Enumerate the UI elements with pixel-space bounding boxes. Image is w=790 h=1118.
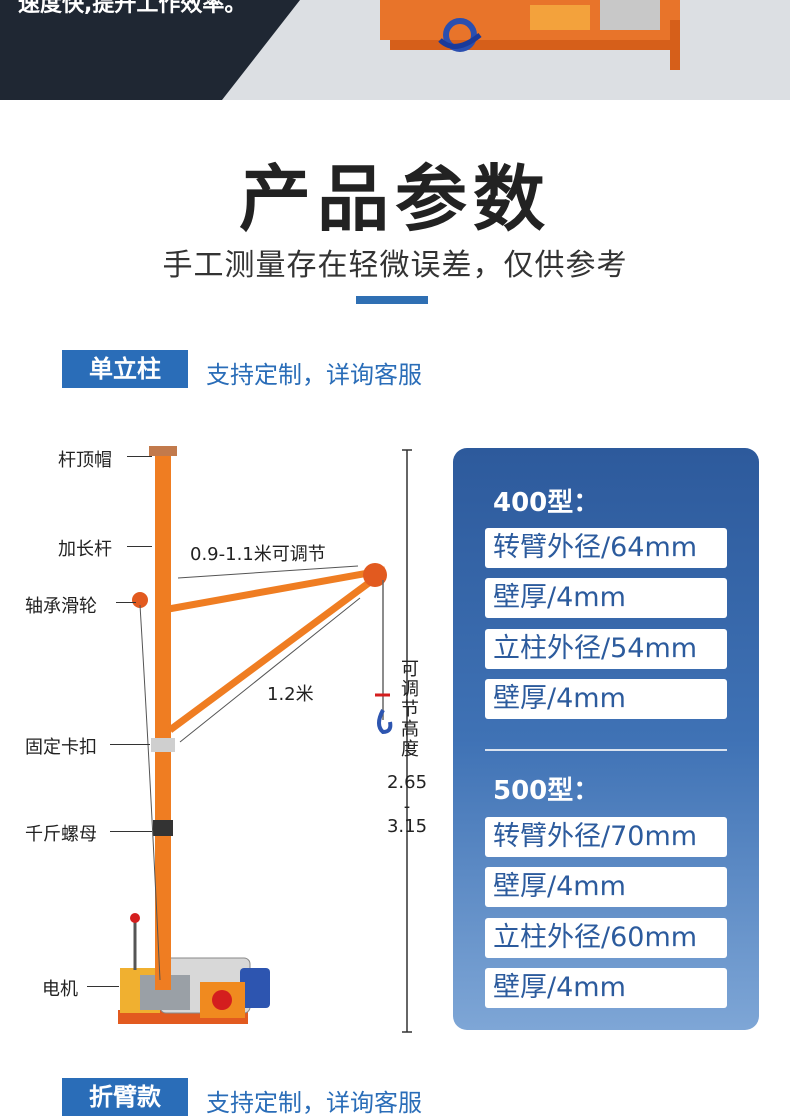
- spec-item: 壁厚/4mm: [485, 968, 727, 1008]
- leader-line: [110, 831, 152, 832]
- spec-item: 转臂外径/64mm: [485, 528, 727, 568]
- label-arm-range: 0.9-1.1米可调节: [190, 544, 326, 565]
- leader-line: [87, 986, 119, 987]
- leader-line: [127, 546, 152, 547]
- model-400-title: 400型：: [493, 488, 600, 518]
- spec-item: 转臂外径/70mm: [485, 817, 727, 857]
- banner-dark-panel: 速度快,提升工作效率。: [0, 0, 300, 100]
- label-cap: 杆顶帽: [58, 450, 112, 471]
- model-500-title: 500型：: [493, 776, 600, 806]
- page-subtitle: 手工测量存在轻微误差，仅供参考: [162, 248, 628, 283]
- section-note: 支持定制，详询客服: [206, 361, 422, 389]
- label-height-min: 2.65: [386, 772, 428, 793]
- leader-line: [127, 456, 152, 457]
- crane-illustration: [118, 446, 412, 1033]
- label-pulley: 轴承滑轮: [25, 596, 97, 617]
- spec-item: 壁厚/4mm: [485, 578, 727, 618]
- page-title: 产品参数: [238, 157, 551, 241]
- label-jack-nut: 千斤螺母: [25, 824, 97, 845]
- leader-line: [116, 602, 136, 603]
- label-arm-length: 1.2米: [267, 684, 314, 705]
- section-tag-folding-arm: 折臂款: [62, 1078, 188, 1116]
- top-banner: 速度快,提升工作效率。: [0, 0, 790, 100]
- label-height-dash: -: [403, 796, 411, 817]
- leader-line: [110, 744, 150, 745]
- section-tag-single-column: 单立柱: [62, 350, 188, 388]
- title-divider: [356, 296, 428, 304]
- label-motor: 电机: [42, 979, 78, 1000]
- spec-divider: [485, 749, 727, 751]
- label-adjustable-height: 可调节高度: [401, 659, 419, 760]
- spec-panel: 400型： 转臂外径/64mm 壁厚/4mm 立柱外径/54mm 壁厚/4mm …: [453, 448, 759, 1030]
- section-note: 支持定制，详询客服: [206, 1089, 422, 1117]
- banner-text: 速度快,提升工作效率。: [18, 0, 247, 17]
- label-clamp: 固定卡扣: [25, 737, 97, 758]
- spec-item: 立柱外径/60mm: [485, 918, 727, 958]
- label-extension: 加长杆: [58, 539, 112, 560]
- label-height-max: 3.15: [386, 816, 428, 837]
- spec-item: 立柱外径/54mm: [485, 629, 727, 669]
- spec-item: 壁厚/4mm: [485, 679, 727, 719]
- banner-machine-image: [380, 0, 680, 70]
- spec-item: 壁厚/4mm: [485, 867, 727, 907]
